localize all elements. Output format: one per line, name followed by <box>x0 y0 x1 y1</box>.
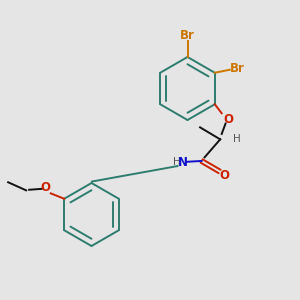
Text: Br: Br <box>230 62 245 75</box>
Text: N: N <box>177 156 188 169</box>
Text: Br: Br <box>180 29 195 42</box>
Text: O: O <box>219 169 229 182</box>
Text: O: O <box>40 181 50 194</box>
Text: H: H <box>233 134 241 144</box>
Text: O: O <box>224 113 234 126</box>
Text: H: H <box>172 158 180 167</box>
